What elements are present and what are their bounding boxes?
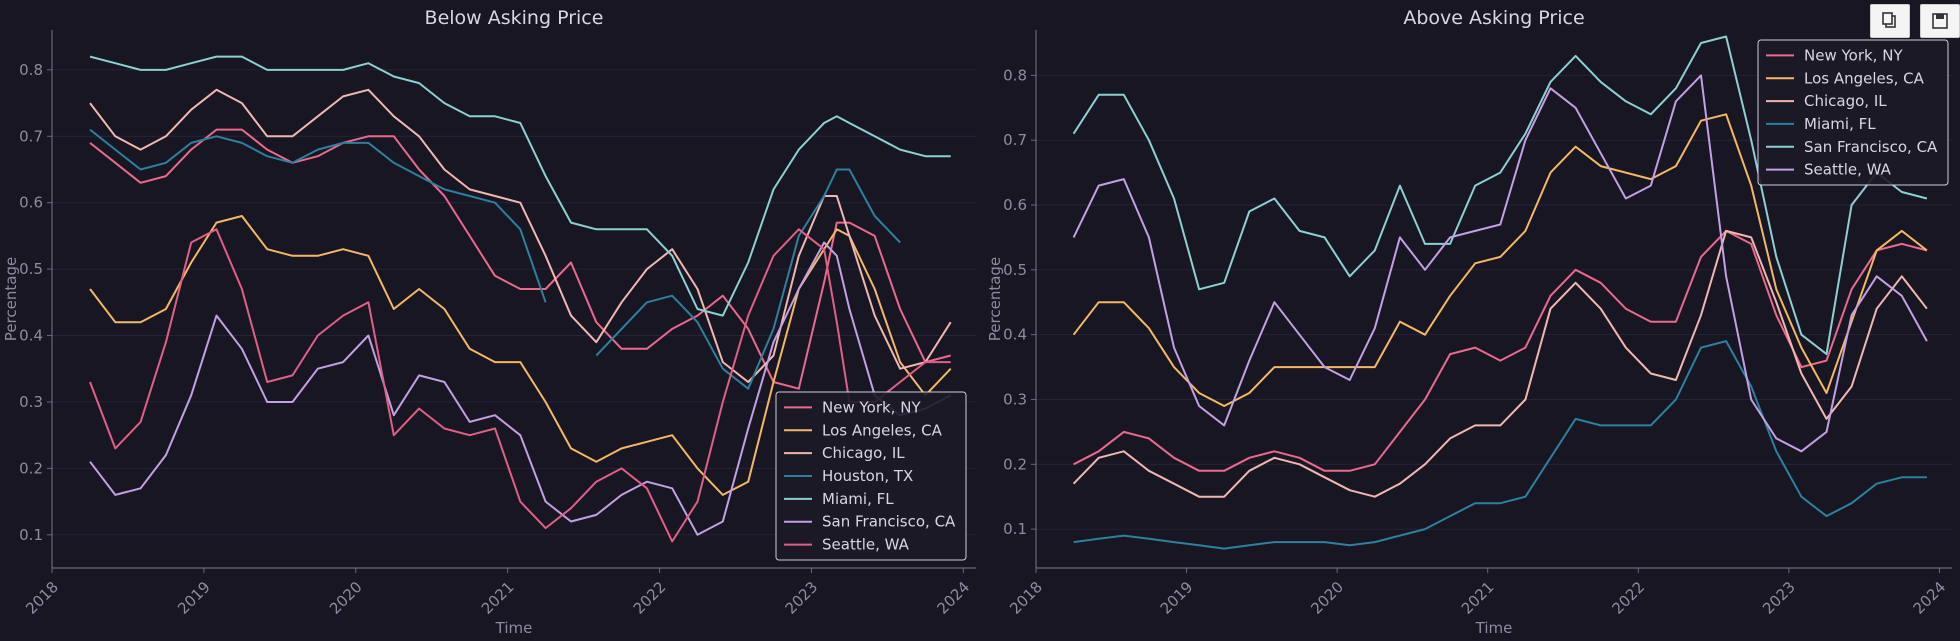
- legend-label: Los Angeles, CA: [1804, 69, 1925, 87]
- x-tick-label: 2018: [1006, 578, 1046, 618]
- legend-label: Seattle, WA: [1804, 161, 1892, 179]
- x-tick-label: 2024: [1910, 578, 1950, 618]
- copy-icon: [1882, 12, 1896, 28]
- y-tick-label: 0.5: [1003, 261, 1027, 279]
- x-tick-label: 2018: [22, 578, 62, 618]
- x-tick-label: 2020: [326, 578, 366, 618]
- x-tick-label: 2022: [1608, 578, 1648, 618]
- series-line-new-york-ny: [1073, 229, 1928, 472]
- legend-label: San Francisco, CA: [822, 513, 956, 531]
- series-line-houston-tx: [89, 128, 547, 303]
- y-tick-label: 0.4: [1003, 326, 1027, 344]
- series-line-new-york-ny: [89, 128, 951, 390]
- y-tick-label: 0.5: [19, 260, 43, 278]
- x-tick-label: 2021: [478, 578, 518, 618]
- x-axis-label: Time: [495, 619, 533, 637]
- chart-title: Above Asking Price: [1403, 7, 1584, 29]
- x-tick-label: 2021: [1458, 578, 1498, 618]
- x-axis-label: Time: [1475, 619, 1513, 637]
- y-tick-label: 0.1: [1003, 520, 1027, 538]
- legend-label: Houston, TX: [822, 467, 913, 485]
- series-line-seattle-wa: [1072, 74, 1928, 453]
- series-line-chicago-il: [1072, 229, 1928, 498]
- x-tick-label: 2022: [630, 578, 670, 618]
- save-button[interactable]: [1920, 4, 1960, 38]
- legend-label: San Francisco, CA: [1804, 138, 1938, 156]
- legend-label: Miami, FL: [822, 490, 894, 508]
- y-tick-label: 0.4: [19, 327, 43, 345]
- y-tick-label: 0.2: [19, 459, 43, 477]
- y-tick-label: 0.6: [19, 194, 43, 212]
- y-tick-label: 0.7: [1003, 131, 1027, 149]
- legend-label: Miami, FL: [1804, 115, 1876, 133]
- chart-below-asking: 0.1 0.2 0.3 0.4 0.5 0.6 0.7 0.8 2018 2019 2020 2021…: [2, 7, 976, 637]
- legend-label: Seattle, WA: [822, 536, 910, 554]
- series-line-chicago-il: [89, 88, 952, 383]
- legend-label: New York, NY: [822, 398, 921, 416]
- copy-button[interactable]: [1870, 4, 1910, 38]
- y-tick-label: 0.3: [1003, 390, 1027, 408]
- y-tick-label: 0.2: [1003, 455, 1027, 473]
- series-line-houston-tx: [595, 168, 901, 390]
- chart-above-asking: 0.1 0.2 0.3 0.4 0.5 0.6 0.7 0.8 2018 2019 2020 2021…: [986, 7, 1952, 637]
- x-tick-label: 2019: [174, 578, 214, 618]
- y-tick-label: 0.1: [19, 526, 43, 544]
- legend-box: [1757, 39, 1949, 186]
- series-line-los-angeles-ca: [1072, 113, 1928, 407]
- series-line-miami-fl: [1073, 340, 1927, 550]
- y-tick-label: 0.8: [1003, 66, 1027, 84]
- legend-label: Los Angeles, CA: [822, 421, 943, 439]
- legend: New York, NY Los Angeles, CA Chicago, IL Ho…: [775, 391, 967, 561]
- x-tick-label: 2023: [782, 578, 822, 618]
- legend-box: [775, 391, 967, 561]
- y-tick-label: 0.6: [1003, 196, 1027, 214]
- series-line-san-francisco-ca: [1072, 35, 1928, 356]
- legend-label: New York, NY: [1804, 46, 1903, 64]
- series-line-seattle-wa: [89, 228, 951, 543]
- x-tick-label: 2023: [1759, 578, 1799, 618]
- y-axis-label: Percentage: [986, 257, 1004, 341]
- x-tick-label: 2019: [1157, 578, 1197, 618]
- series-line-miami-fl: [89, 55, 951, 317]
- y-tick-label: 0.7: [19, 127, 43, 145]
- legend: New York, NY Los Angeles, CA Chicago, IL Mi…: [1757, 39, 1949, 186]
- legend-label: Chicago, IL: [822, 444, 905, 462]
- chart-title: Below Asking Price: [425, 7, 604, 29]
- x-tick-label: 2020: [1307, 578, 1347, 618]
- x-tick-label: 2024: [934, 578, 974, 618]
- legend-label: Chicago, IL: [1804, 92, 1887, 110]
- y-tick-label: 0.8: [19, 61, 43, 79]
- save-icon: [1932, 13, 1948, 29]
- series-line-san-francisco-ca: [89, 241, 952, 536]
- y-tick-label: 0.3: [19, 393, 43, 411]
- y-axis-label: Percentage: [2, 257, 20, 341]
